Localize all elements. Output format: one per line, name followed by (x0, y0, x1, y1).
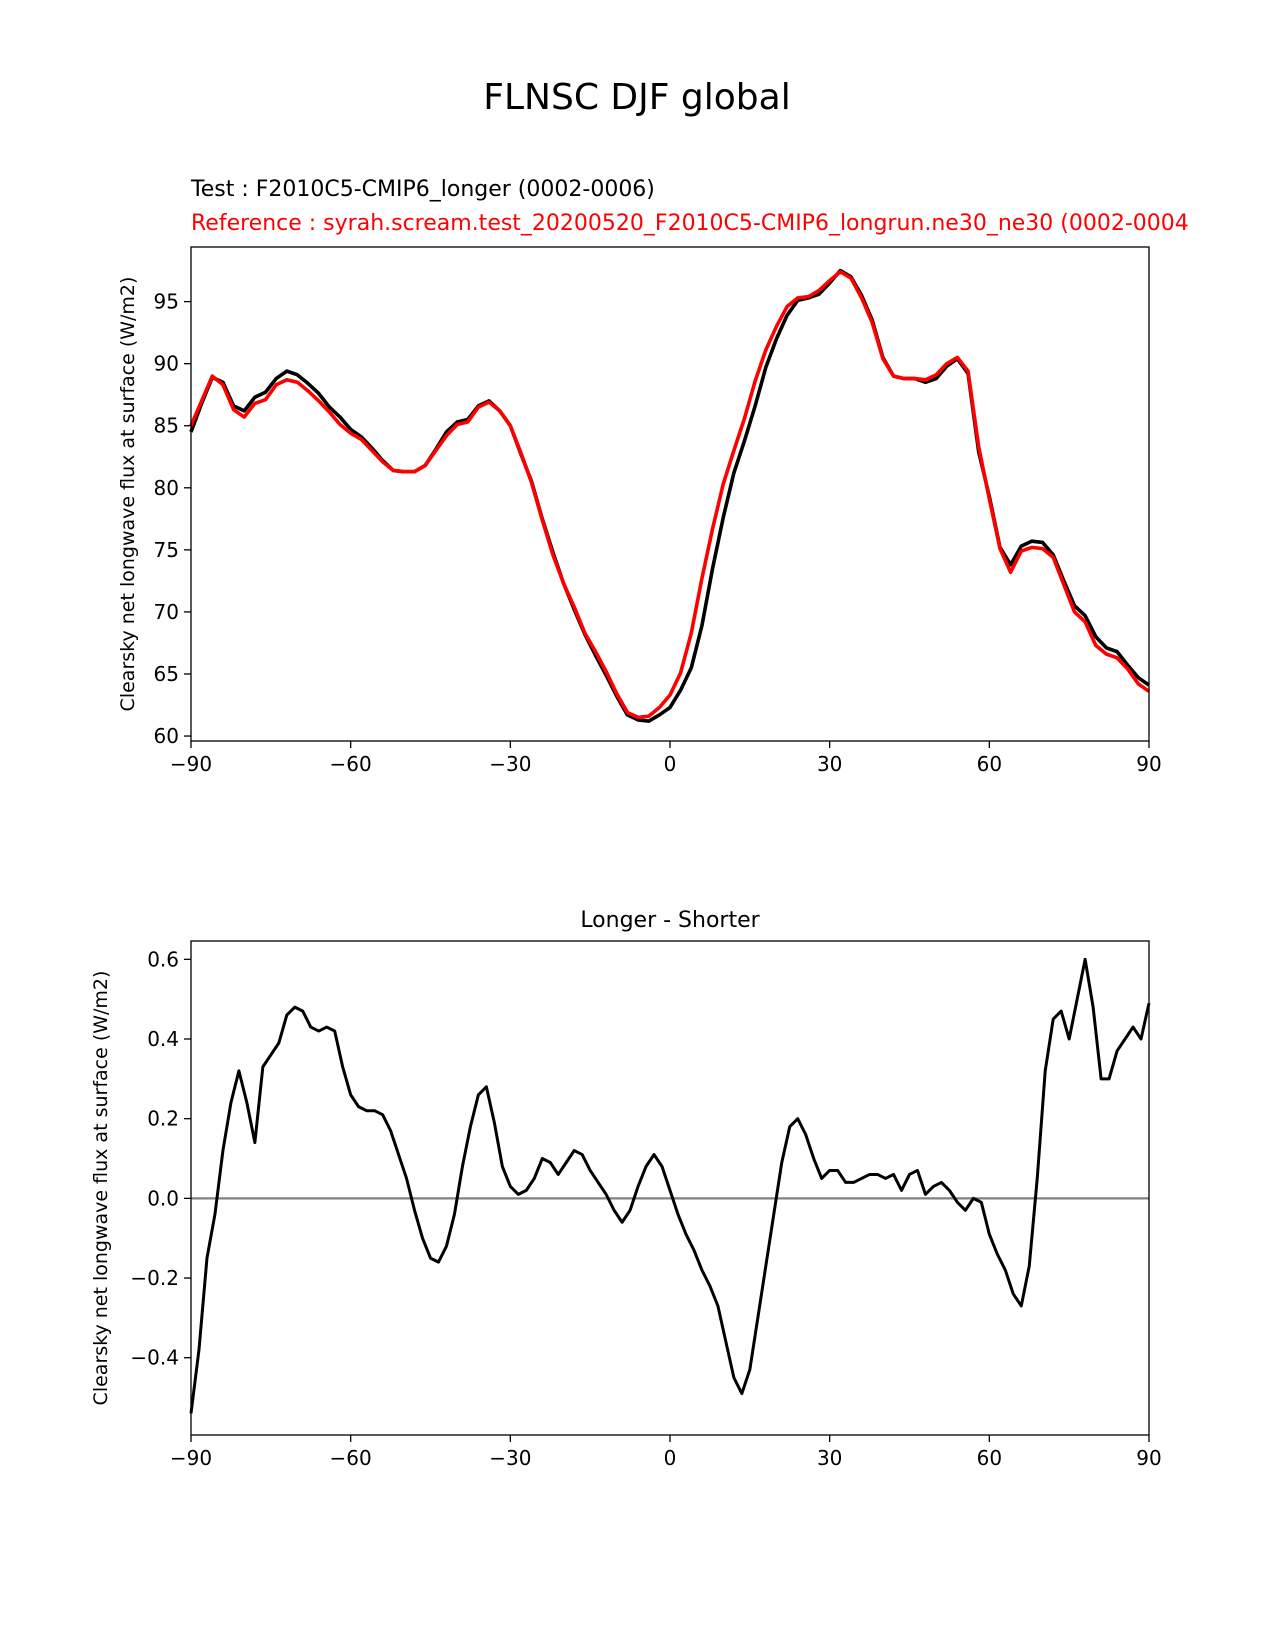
top-y-tick-label: 65 (154, 662, 179, 686)
bot-x-tick-label: −60 (330, 1446, 372, 1470)
bot-x-tick-label: 90 (1136, 1446, 1161, 1470)
bot-y-tick-label: 0.4 (147, 1027, 179, 1051)
top-y-tick-label: 60 (154, 724, 179, 748)
test-label: Test : F2010C5-CMIP6_longer (0002-0006) (190, 177, 655, 202)
bot-y-tick-label: 0.0 (147, 1186, 179, 1210)
figure-suptitle: FLNSC DJF global (483, 77, 790, 118)
top-y-tick-label: 70 (154, 600, 179, 624)
bot-x-tick-label: 0 (664, 1446, 677, 1470)
top-chart: Test : F2010C5-CMIP6_longer (0002-0006) … (117, 177, 1189, 776)
top-x-tick-label: −90 (170, 752, 212, 776)
bottom-chart: Longer - Shorter −90 −60 −30 0 30 60 90 −0.4−0… (90, 908, 1162, 1470)
top-y-axis: 60 65 70 75 80 85 90 95 (154, 290, 191, 748)
bot-y-tick-label: 0.2 (147, 1107, 179, 1131)
top-y-axis-label: Clearsky net longwave flux at surface (W… (117, 277, 139, 712)
bottom-x-axis: −90 −60 −30 0 30 60 90 (170, 1435, 1162, 1470)
bot-x-tick-label: −90 (170, 1446, 212, 1470)
top-x-tick-label: −30 (489, 752, 531, 776)
bottom-y-axis-label: Clearsky net longwave flux at surface (W… (90, 971, 112, 1406)
top-y-tick-label: 75 (154, 538, 179, 562)
top-x-axis: −90 −60 −30 0 30 60 90 (170, 741, 1162, 776)
top-y-tick-label: 90 (154, 352, 179, 376)
top-y-tick-label: 95 (154, 290, 179, 314)
top-x-tick-label: 30 (817, 752, 842, 776)
top-plot-frame (190, 246, 1150, 742)
bot-series-longer-shorter (189, 957, 1151, 1414)
top-series-reference (189, 270, 1151, 720)
top-y-tick-label: 85 (154, 414, 179, 438)
bottom-chart-title: Longer - Shorter (580, 908, 760, 933)
bot-x-tick-label: 30 (817, 1446, 842, 1470)
top-y-tick-label: 80 (154, 476, 179, 500)
top-series-test (189, 268, 1151, 723)
top-plot-content (189, 268, 1151, 723)
reference-label: Reference : syrah.scream.test_20200520_F… (191, 211, 1189, 236)
bot-x-tick-label: 60 (977, 1446, 1002, 1470)
top-x-tick-label: 0 (664, 752, 677, 776)
top-x-tick-label: 60 (977, 752, 1002, 776)
bottom-plot-content (189, 957, 1151, 1414)
top-x-tick-label: 90 (1136, 752, 1161, 776)
bot-y-tick-label: −0.4 (130, 1346, 179, 1370)
bottom-y-axis: −0.4 −0.2 0.0 0.2 0.4 0.6 (130, 947, 191, 1370)
top-x-tick-label: −60 (330, 752, 372, 776)
bot-y-tick-label: −0.2 (130, 1266, 179, 1290)
bot-y-tick-label: 0.6 (147, 947, 179, 971)
bot-x-tick-label: −30 (489, 1446, 531, 1470)
